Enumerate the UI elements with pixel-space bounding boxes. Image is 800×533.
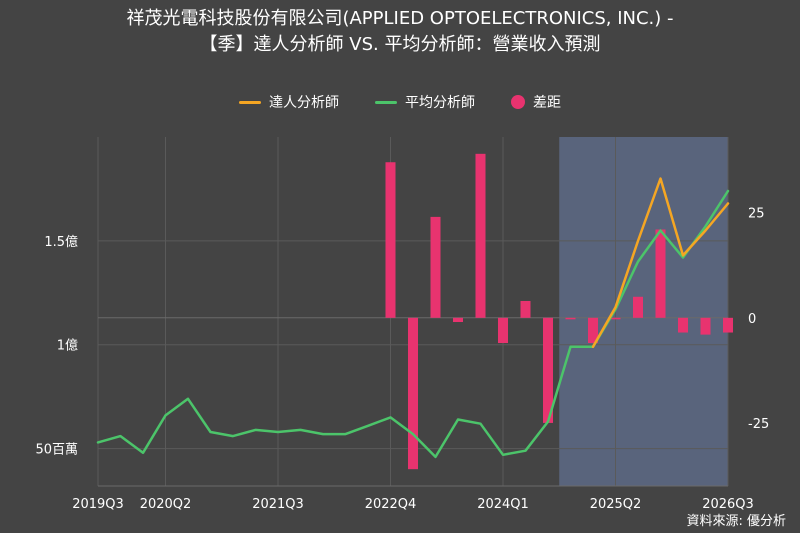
source-note: 資料來源: 優分析 [686, 514, 786, 529]
forecast-band [559, 137, 728, 486]
bar-gap [678, 317, 688, 333]
bar-gap [588, 317, 598, 344]
bar-gap [723, 317, 733, 333]
x-tick-label: 2021Q3 [252, 497, 304, 512]
x-tick-label: 2025Q2 [590, 497, 642, 512]
legend-item-expert[interactable]: 達人分析師 [239, 92, 339, 112]
x-tick-label: 2026Q3 [702, 497, 754, 512]
bar-gap [655, 229, 666, 318]
bar-gap [565, 317, 576, 320]
legend-swatch-expert [239, 100, 261, 104]
chart-legend: 達人分析師 平均分析師 差距 [0, 92, 800, 112]
line-average-analyst [96, 189, 730, 459]
x-tick-label: 2024Q1 [477, 497, 529, 512]
legend-swatch-average [375, 100, 397, 104]
legend-item-gap[interactable]: 差距 [511, 92, 561, 112]
bar-gap [453, 317, 463, 323]
bar-gap [520, 300, 531, 318]
chart-title-line1: 祥茂光電科技股份有限公司(APPLIED OPTOELECTRONICS, IN… [126, 8, 674, 29]
bar-gap [475, 153, 486, 318]
x-tick-label: 2019Q3 [72, 497, 124, 512]
y-left-tick-label: 1.5億 [44, 234, 78, 250]
line-expert-analyst [591, 177, 730, 349]
x-tick-label: 2020Q2 [140, 497, 192, 512]
bar-gap [408, 317, 418, 470]
chart-title-line2: 【季】達人分析師 VS. 平均分析師：營業收入預測 [199, 34, 601, 55]
x-tick-label: 2022Q4 [365, 497, 417, 512]
bar-gap [610, 317, 621, 320]
legend-label-gap: 差距 [533, 95, 561, 111]
bar-gap [700, 317, 711, 335]
legend-label-average: 平均分析師 [405, 95, 475, 111]
legend-item-average[interactable]: 平均分析師 [375, 92, 475, 112]
y-right-tick-label: 0 [748, 312, 756, 327]
y-right-tick-label: -25 [748, 417, 769, 432]
y-left-tick-label: 1億 [57, 338, 78, 354]
chart-title: 祥茂光電科技股份有限公司(APPLIED OPTOELECTRONICS, IN… [0, 6, 800, 58]
y-left-tick-label: 50百萬 [35, 443, 78, 458]
bar-gap [498, 317, 508, 344]
y-right-tick-label: 25 [748, 207, 765, 222]
bar-gap [633, 296, 643, 318]
bar-gap [385, 162, 396, 318]
legend-label-expert: 達人分析師 [269, 95, 339, 111]
legend-swatch-gap [511, 95, 525, 109]
bar-gap [543, 317, 553, 423]
bar-gap [430, 216, 441, 318]
